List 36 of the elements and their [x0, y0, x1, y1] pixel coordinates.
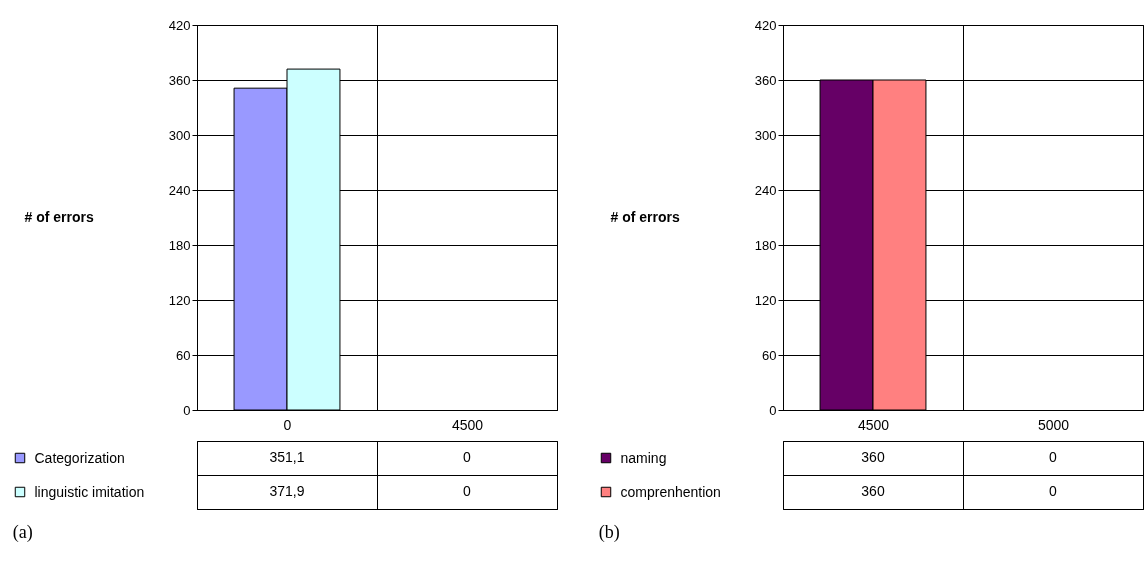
- y-tick-label: 420: [754, 17, 777, 33]
- y-tick-label: 0: [769, 402, 777, 418]
- y-tick-label: 180: [754, 237, 777, 253]
- y-axis-title: # of errors: [24, 209, 94, 225]
- data-label: 0: [463, 483, 472, 499]
- x-tick-label: 5000: [1037, 416, 1070, 433]
- y-tick-label: 60: [176, 347, 191, 363]
- x-tick-label: 4500: [451, 416, 484, 433]
- x-tick-label: 0: [283, 416, 292, 433]
- y-axis-title: # of errors: [610, 209, 680, 225]
- y-tick-label: 120: [754, 292, 777, 308]
- y-tick-label: 180: [168, 237, 191, 253]
- data-label: 351,1: [269, 449, 305, 465]
- data-label: 0: [1049, 483, 1058, 499]
- y-tick-label: 240: [754, 182, 777, 198]
- data-label: 360: [861, 449, 885, 465]
- data-label: 0: [463, 449, 472, 465]
- y-tick-label: 120: [168, 292, 191, 308]
- text: (a): [12, 521, 33, 543]
- y-tick-label: 420: [168, 17, 191, 33]
- y-tick-label: 360: [168, 72, 191, 88]
- y-tick-label: 0: [183, 402, 191, 418]
- data-label: 0: [1049, 449, 1058, 465]
- y-tick-label: 60: [762, 347, 777, 363]
- y-tick-label: 300: [168, 127, 191, 143]
- legend-label: linguistic imitation: [34, 483, 145, 500]
- data-label: 360: [861, 483, 885, 499]
- data-label: 371,9: [269, 483, 305, 499]
- legend-label: Categorization: [34, 449, 125, 466]
- y-tick-label: 360: [754, 72, 777, 88]
- legend-label: naming: [620, 449, 667, 466]
- x-tick-label: 4500: [857, 416, 890, 433]
- y-tick-label: 240: [168, 182, 191, 198]
- y-tick-label: 300: [754, 127, 777, 143]
- legend-label: comprenhention: [620, 483, 721, 500]
- text: (b): [598, 521, 620, 543]
